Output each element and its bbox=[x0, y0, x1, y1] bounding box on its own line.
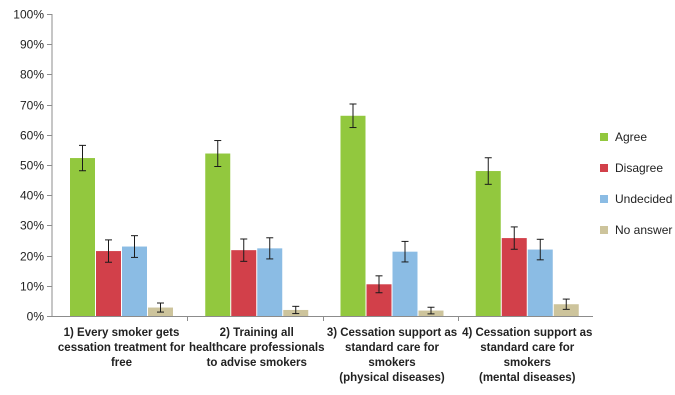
legend-label: No answer bbox=[615, 223, 672, 237]
x-category-label: 1) Every smoker gets cessation treatment … bbox=[58, 327, 186, 369]
bar-undecided bbox=[527, 249, 553, 316]
x-category-label-line: 1) Every smoker gets bbox=[64, 327, 180, 339]
x-category-label-line: 2) Training all bbox=[220, 327, 294, 339]
x-category-label-line: standard care for bbox=[480, 342, 574, 354]
x-category-label: 4) Cessation support as standard care for… bbox=[462, 327, 592, 384]
x-category-label-line: smokers bbox=[504, 357, 551, 369]
legend-swatch bbox=[600, 164, 608, 172]
y-tick-label: 70% bbox=[20, 99, 44, 113]
y-tick-label: 40% bbox=[20, 189, 44, 203]
x-category-label-line: to advise smokers bbox=[207, 357, 307, 369]
bar-agree bbox=[205, 153, 231, 316]
x-category-label-line: 3) Cessation support as bbox=[327, 327, 457, 339]
x-category-label-line: 4) Cessation support as bbox=[462, 327, 592, 339]
bar-undecided bbox=[257, 248, 283, 316]
legend-label: Disagree bbox=[615, 161, 663, 175]
bar-agree bbox=[475, 171, 501, 316]
y-tick-label: 30% bbox=[20, 219, 44, 233]
x-category-label-line: standard care for bbox=[345, 342, 439, 354]
legend-swatch bbox=[600, 195, 608, 203]
x-category-label-line: (mental diseases) bbox=[479, 372, 576, 384]
legend-swatch bbox=[600, 226, 608, 234]
y-tick-label: 20% bbox=[20, 250, 44, 264]
y-tick-label: 50% bbox=[20, 159, 44, 173]
legend: Agree Disagree Undecided No answer bbox=[600, 130, 672, 237]
x-category-label-line: free bbox=[111, 357, 132, 369]
legend-swatch bbox=[600, 133, 608, 141]
x-category-label-line: smokers bbox=[368, 357, 415, 369]
legend-label: Undecided bbox=[615, 192, 672, 206]
y-tick-label: 60% bbox=[20, 129, 44, 143]
bar-no-answer bbox=[553, 304, 579, 316]
y-tick-label: 10% bbox=[20, 280, 44, 294]
bar-agree bbox=[70, 158, 95, 316]
y-tick-label: 80% bbox=[20, 68, 44, 82]
error-bars bbox=[79, 103, 570, 315]
bar-disagree bbox=[501, 238, 527, 316]
x-category-label: 2) Training all healthcare professionals t… bbox=[189, 327, 325, 369]
legend-label: Agree bbox=[615, 130, 647, 144]
y-tick-label: 90% bbox=[20, 38, 44, 52]
y-axis: 0% 10% 20% 30% 40% 50% 60% 70% 80% 90% 100% bbox=[13, 8, 53, 324]
x-category-label-line: cessation treatment for bbox=[58, 342, 186, 354]
x-category-label-line: healthcare professionals bbox=[189, 342, 325, 354]
y-tick-label: 100% bbox=[13, 8, 44, 22]
bar-agree bbox=[340, 115, 366, 316]
y-tick-label: 0% bbox=[27, 310, 45, 324]
x-axis: 1) Every smoker gets cessation treatment … bbox=[52, 316, 593, 384]
x-category-label-line: (physical diseases) bbox=[339, 372, 445, 384]
x-category-label: 3) Cessation support as standard care for… bbox=[327, 327, 457, 384]
bar-undecided bbox=[122, 246, 147, 316]
bars bbox=[70, 115, 579, 316]
